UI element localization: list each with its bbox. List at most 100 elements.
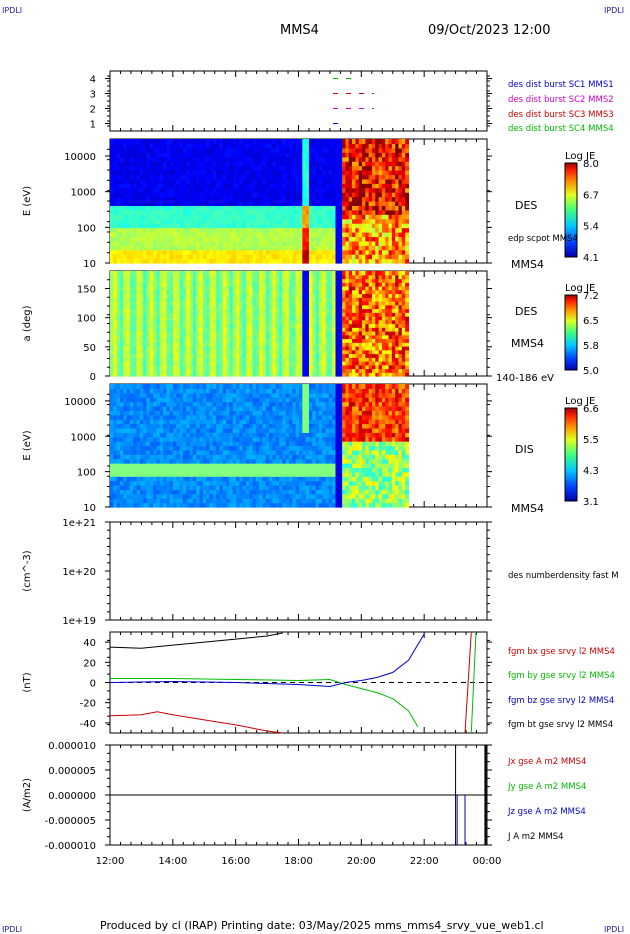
spectrogram-cell	[381, 183, 386, 189]
spectrogram-cell	[342, 349, 347, 355]
spectrogram-cell	[192, 205, 197, 211]
y-tick-label: 3	[90, 90, 96, 101]
spectrogram-cell	[110, 274, 114, 280]
spectrogram-cell	[259, 161, 264, 167]
spectrogram-cell	[199, 183, 204, 189]
spectrogram-cell	[133, 178, 138, 184]
spectrogram-cell	[262, 152, 267, 158]
spectrogram-cell	[362, 312, 366, 317]
spectrogram-cell	[262, 205, 267, 211]
spectrogram-cell	[153, 342, 158, 347]
spectrogram-cell	[222, 214, 227, 220]
spectrogram-cell	[279, 187, 284, 193]
spectrogram-cell	[173, 223, 177, 229]
spectrogram-cell	[338, 192, 343, 198]
spectrogram-cell	[212, 364, 217, 370]
spectrogram-cell	[335, 178, 340, 184]
spectrogram-cell	[381, 209, 386, 215]
spectrogram-cell	[239, 139, 244, 145]
spectrogram-cell	[123, 232, 128, 238]
spectrogram-cell	[219, 274, 224, 280]
spectrogram-cell	[199, 293, 204, 298]
spectrogram-cell	[116, 174, 121, 180]
spectrogram-cell	[322, 232, 327, 238]
spectrogram-cell	[229, 236, 234, 242]
spectrogram-cell	[295, 205, 300, 211]
spectrogram-cell	[325, 304, 330, 310]
spectrogram-cell	[226, 316, 230, 321]
spectrogram-cell	[368, 178, 373, 184]
spectrogram-cell	[305, 286, 310, 291]
spectrogram-cell	[292, 368, 297, 373]
spectrogram-cell	[156, 218, 161, 224]
spectrogram-cell	[236, 319, 240, 325]
spectrogram-cell	[255, 278, 260, 283]
spectrogram-cell	[216, 327, 221, 332]
spectrogram-cell	[322, 274, 327, 280]
spectrogram-cell	[239, 178, 244, 184]
spectrogram-cell	[249, 368, 254, 373]
spectrogram-cell	[216, 249, 221, 255]
spectrogram-cell	[345, 214, 350, 220]
spectrogram-cell	[385, 258, 390, 264]
spectrogram-cell	[295, 286, 300, 291]
spectrogram-cell	[312, 161, 317, 167]
spectrogram-cell	[285, 240, 290, 246]
spectrogram-cell	[355, 323, 360, 328]
spectrogram-cell	[166, 319, 171, 325]
spectrogram-cell	[186, 361, 191, 366]
spectrogram-cell	[222, 361, 227, 366]
spectrogram-cell	[279, 304, 284, 310]
spectrogram-cell	[146, 319, 151, 325]
spectrogram-cell	[139, 353, 144, 358]
spectrogram-cell	[136, 349, 141, 355]
spectrogram-cell	[153, 232, 158, 238]
spectrogram-cell	[113, 361, 118, 366]
spectrogram-cell	[143, 331, 148, 336]
spectrogram-cell	[146, 178, 151, 184]
spectrogram-cell	[156, 223, 161, 229]
spectrogram-cell	[206, 304, 211, 310]
spectrogram-cell	[332, 357, 337, 362]
spectrogram-cell	[222, 331, 227, 336]
spectrogram-cell	[206, 361, 211, 366]
spectrogram-cell	[116, 139, 121, 145]
spectrogram-cell	[182, 349, 187, 355]
spectrogram-cell	[365, 187, 370, 193]
spectrogram-cell	[245, 249, 250, 255]
spectrogram-cell	[401, 254, 406, 260]
spectrogram-cell	[189, 178, 194, 184]
spectrogram-cell	[318, 161, 323, 167]
spectrogram-cell	[159, 236, 164, 242]
spectrogram-cell	[289, 289, 293, 295]
spectrogram-cell	[371, 165, 376, 171]
spectrogram-cell	[189, 323, 194, 328]
spectrogram-cell	[176, 249, 181, 255]
spectrogram-cell	[153, 271, 158, 276]
spectrogram-cell	[196, 170, 201, 176]
spectrogram-cell	[206, 236, 211, 242]
spectrogram-cell	[136, 331, 141, 336]
spectrogram-cell	[318, 301, 323, 306]
spectrogram-cell	[358, 357, 363, 362]
spectrogram-cell	[153, 196, 158, 202]
spectrogram-cell	[136, 334, 141, 340]
spectrogram-cell	[328, 319, 333, 325]
spectrogram-cell	[318, 152, 323, 158]
spectrogram-cell	[226, 187, 230, 193]
spectrogram-cell	[222, 245, 227, 251]
spectrogram-cell	[328, 156, 333, 162]
spectrogram-cell	[315, 349, 320, 355]
spectrogram-cell	[269, 308, 274, 313]
spectrogram-cell	[209, 357, 214, 362]
spectrogram-cell	[312, 165, 317, 171]
spectrogram-cell	[179, 346, 184, 351]
spectrogram-cell	[206, 205, 211, 211]
spectrogram-cell	[255, 342, 260, 347]
spectrogram-cell	[206, 170, 211, 176]
spectrogram-cell	[146, 201, 151, 207]
spectrogram-cell	[166, 334, 171, 340]
spectrogram-cell	[365, 196, 370, 202]
spectrogram-cell	[378, 183, 383, 189]
spectrogram-cell	[163, 293, 167, 298]
